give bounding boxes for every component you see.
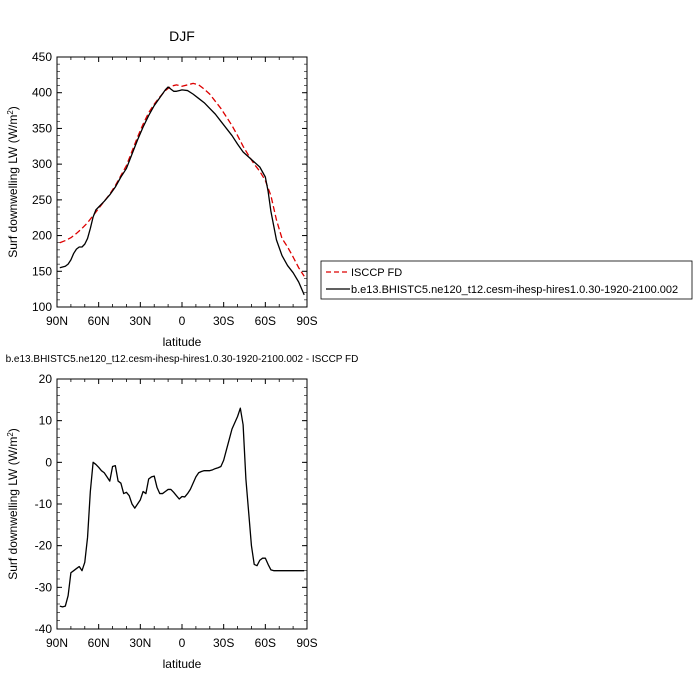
top-x-axis-label: latitude xyxy=(163,335,202,349)
top-y-tick-label: 450 xyxy=(32,50,52,64)
bottom-chart-lines xyxy=(59,407,305,608)
bottom-x-tick-label: 0 xyxy=(179,636,186,650)
bottom-x-tick-label: 90N xyxy=(46,636,68,650)
legend: ISCCP FD b.e13.BHISTC5.ne120_t12.cesm-ih… xyxy=(320,260,693,300)
bottom-x-tick-label: 90S xyxy=(296,636,317,650)
top-x-tick-label: 90S xyxy=(296,314,317,328)
bottom-x-axis-label: latitude xyxy=(163,657,202,671)
bottom-x-tick-label: 30N xyxy=(129,636,151,650)
bottom-y-tick-label: -20 xyxy=(35,539,53,553)
bottom-chart-title: b.e13.BHISTC5.ne120_t12.cesm-ihesp-hires… xyxy=(6,354,359,365)
top-series-line-0 xyxy=(59,82,305,277)
bottom-y-tick-label: 20 xyxy=(39,372,53,386)
bottom-y-tick-label: -40 xyxy=(35,622,53,636)
bottom-plot-frame xyxy=(56,378,308,630)
bottom-y-tick-label: -10 xyxy=(35,497,53,511)
top-y-tick-label: 350 xyxy=(32,121,52,135)
top-chart-lines xyxy=(59,82,305,296)
bottom-x-tick-label: 60N xyxy=(88,636,110,650)
legend-box xyxy=(320,260,693,300)
top-y-tick-label: 250 xyxy=(32,193,52,207)
top-y-axis-label: Surf downwelling LW (W/m2) xyxy=(6,106,21,258)
top-y-tick-label: 400 xyxy=(32,86,52,100)
legend-label-isccp: ISCCP FD xyxy=(351,267,402,279)
top-x-tick-label: 30S xyxy=(213,314,234,328)
top-x-tick-label: 30N xyxy=(129,314,151,328)
top-x-tick-label: 0 xyxy=(179,314,186,328)
top-x-tick-label: 90N xyxy=(46,314,68,328)
bottom-x-tick-label: 60S xyxy=(255,636,276,650)
top-chart-title: DJF xyxy=(169,28,195,44)
bottom-y-tick-label: 0 xyxy=(45,455,52,469)
bottom-y-tick-label: 10 xyxy=(39,414,53,428)
bottom-y-tick-label: -30 xyxy=(35,580,53,594)
bottom-x-tick-label: 30S xyxy=(213,636,234,650)
top-x-tick-label: 60S xyxy=(255,314,276,328)
top-series-line-1 xyxy=(59,86,305,296)
top-y-tick-label: 300 xyxy=(32,157,52,171)
bottom-chart-ticks: 90N 60N 30N 0 30S 60S 90S -40 -30 -20 -10 0 10 20 xyxy=(35,372,318,650)
top-x-tick-label: 60N xyxy=(88,314,110,328)
legend-label-model: b.e13.BHISTC5.ne120_t12.cesm-ihesp-hires… xyxy=(351,284,678,296)
top-y-tick-label: 200 xyxy=(32,229,52,243)
bottom-panel: b.e13.BHISTC5.ne120_t12.cesm-ihesp-hires… xyxy=(6,354,359,671)
top-y-tick-label: 100 xyxy=(32,300,52,314)
top-panel: DJF 90N 60N 30N 0 30S 60S 90S 100 150 200 250 300 35… xyxy=(6,28,318,349)
bottom-y-axis-label: Surf downwelling LW (W/m2) xyxy=(6,428,21,580)
bottom-series-line-0 xyxy=(59,407,305,608)
top-y-tick-label: 150 xyxy=(32,264,52,278)
top-plot-frame xyxy=(56,56,308,308)
